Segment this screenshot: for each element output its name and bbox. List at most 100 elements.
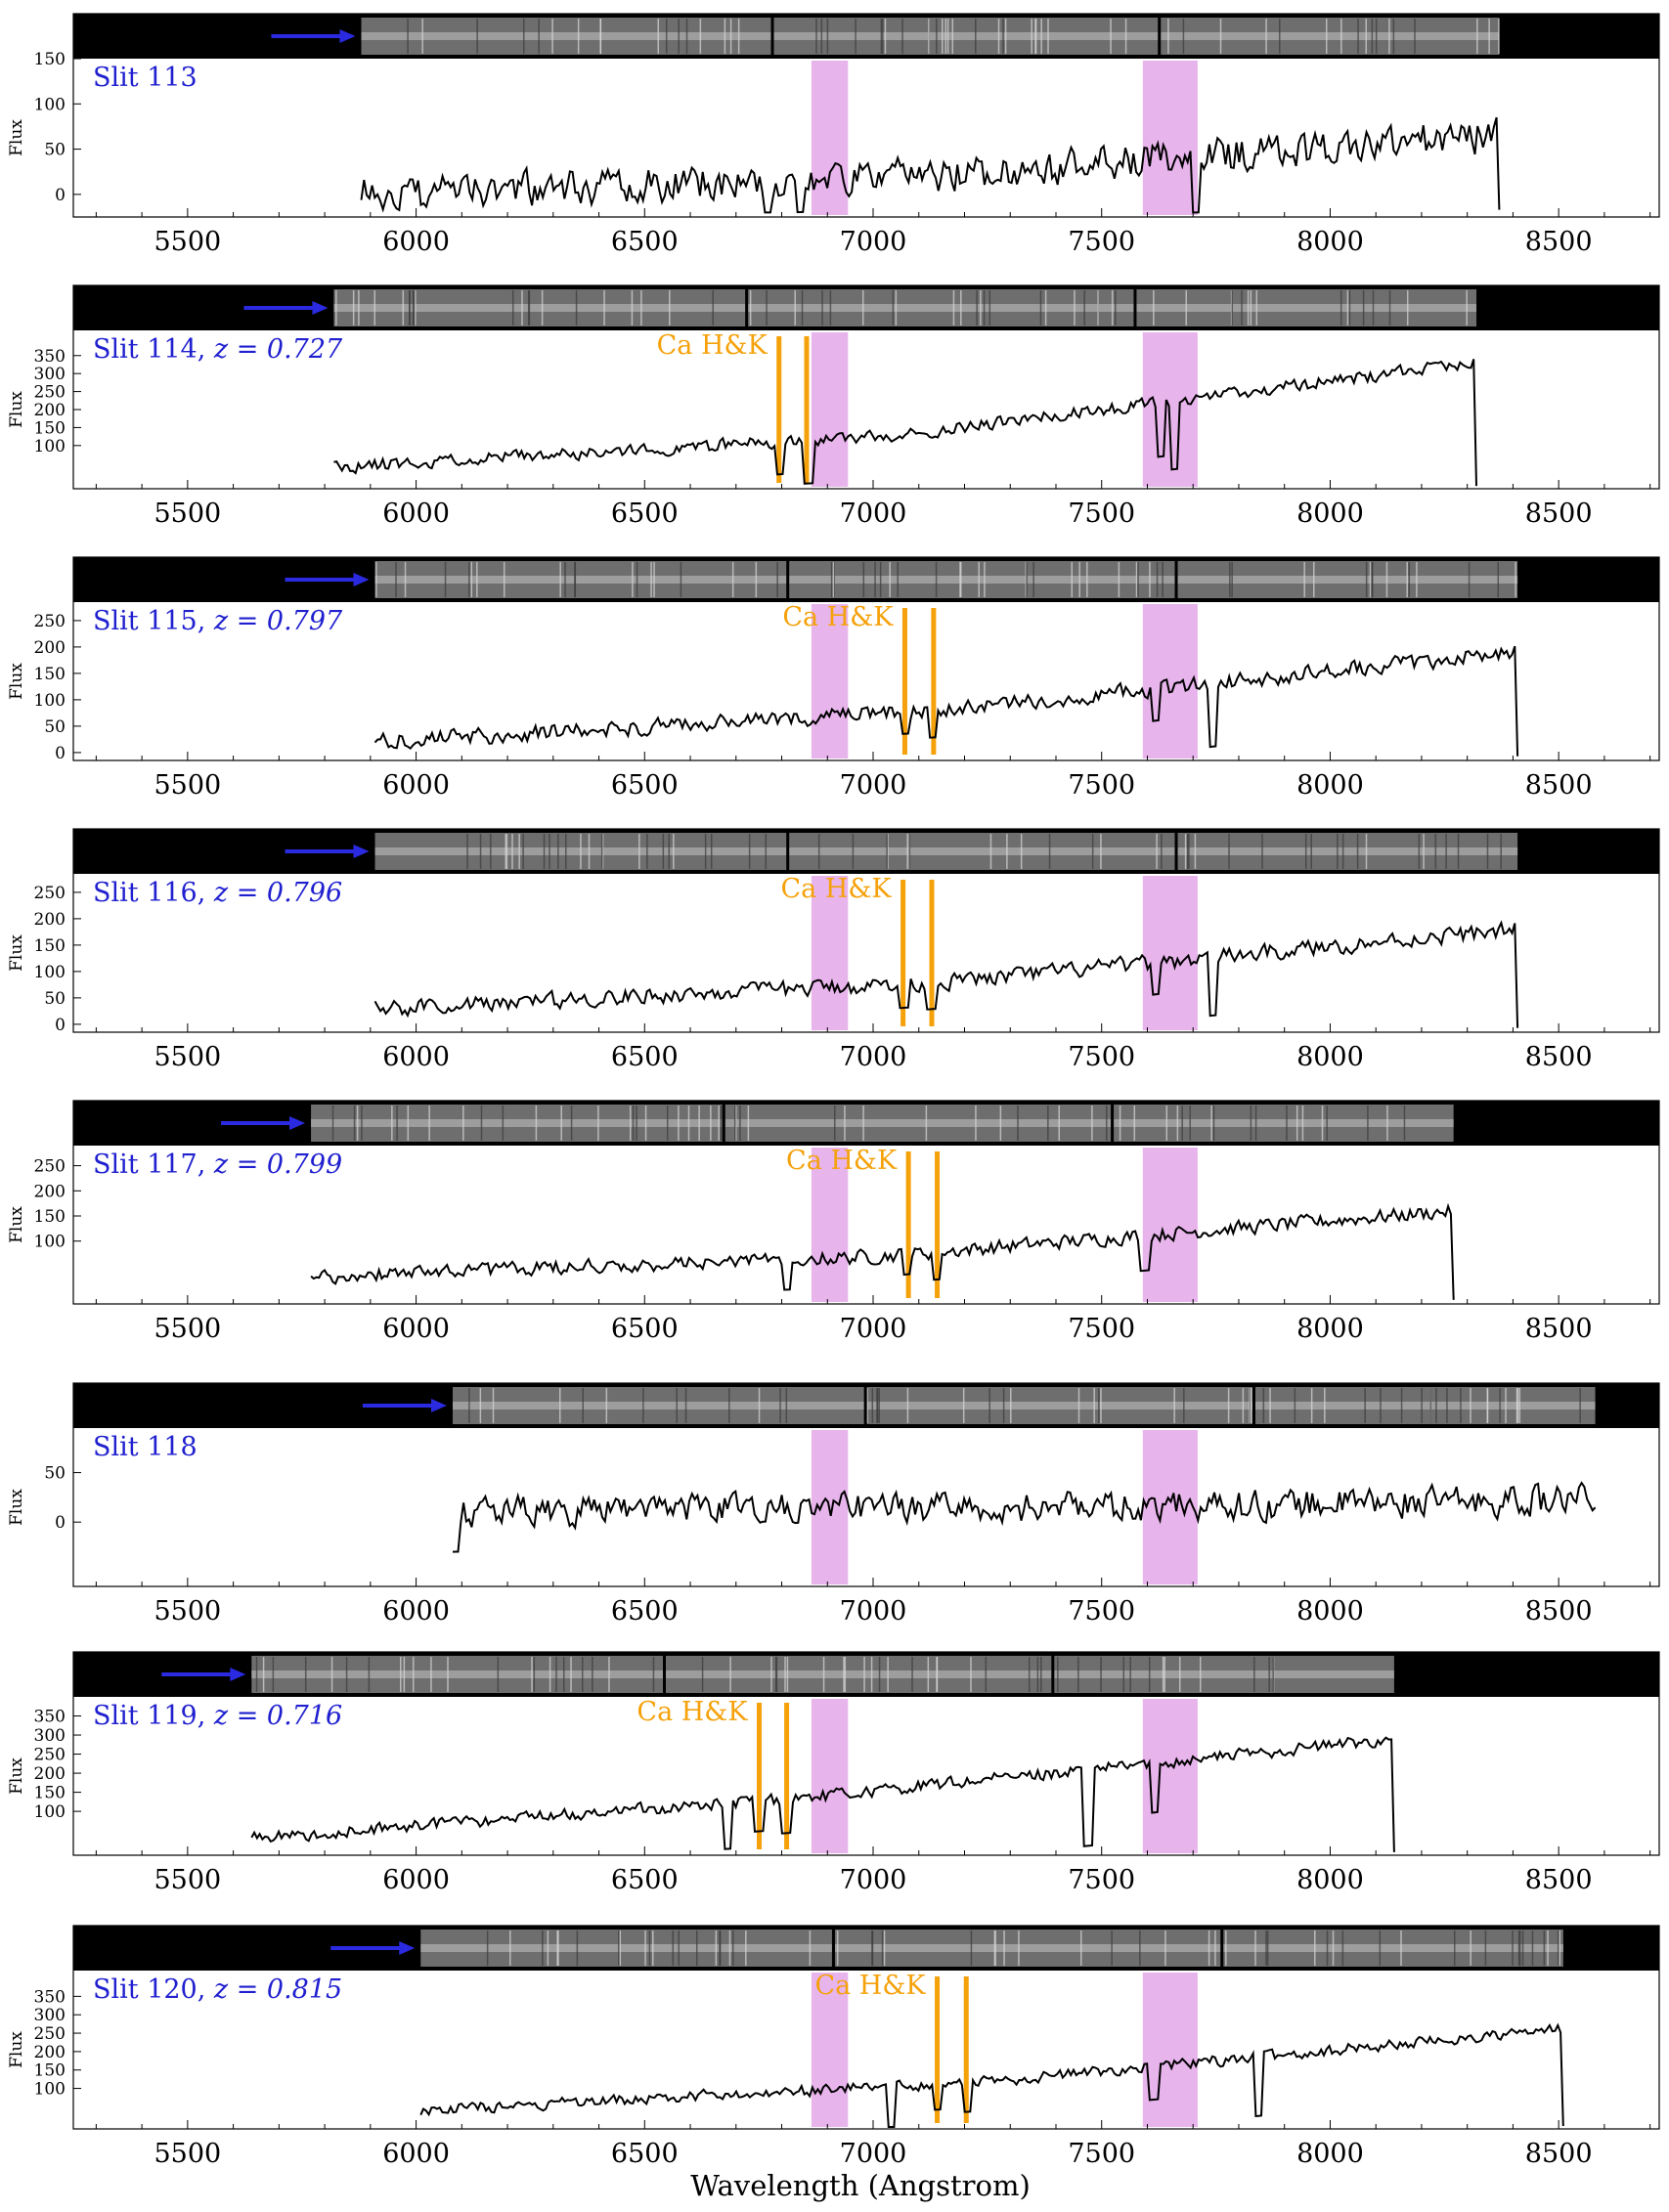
spectrum-2d-texture [994,1930,996,1966]
spectrum-2d-texture [1208,1930,1210,1966]
chip-gap [1220,1929,1224,1968]
spectrum-2d-texture [1122,1657,1125,1692]
spectrum-2d-texture [1028,1657,1031,1692]
y-tick-label: 100 [34,2080,66,2100]
spectrum-2d-texture [564,562,566,597]
spectrum-2d-texture [749,290,752,325]
slit-label: Slit 113 [93,63,198,93]
y-tick-label: 200 [34,2043,66,2062]
spectrum-2d-texture [1091,1106,1093,1141]
spectrum-2d-trace [374,576,1518,584]
spectrum-2d-texture [1250,1388,1252,1423]
spectrum-2d-texture [577,19,580,54]
x-tick-label: 8500 [1525,1865,1593,1895]
spectrum-2d-texture [925,1106,928,1141]
spectrum-2d-texture [1091,834,1094,869]
chip-gap [831,1929,835,1968]
telluric-band [811,332,849,487]
spectrum-2d-texture [1181,1106,1183,1141]
spectrum-2d-texture [492,1388,495,1423]
x-tick-label: 5500 [154,1042,221,1072]
spectrum-2d-texture [509,1930,511,1966]
spectrum-2d-texture [629,1106,632,1141]
spectrum-2d-texture [1148,1657,1151,1692]
spectrum-2d-texture [640,290,642,325]
spectrum-2d-texture [665,19,668,54]
spectrum-2d-texture [801,290,804,325]
chip-gap [1158,17,1162,56]
spectrum-2d-texture [1332,1930,1335,1966]
spectrum-2d-texture [1499,1388,1501,1423]
x-tick-label: 6500 [611,2139,679,2169]
spectrum-2d-texture [505,834,507,869]
spectrum-2d-texture [1182,19,1185,54]
x-tick-label: 7500 [1068,1596,1135,1626]
spectrum-2d-texture [1031,19,1032,54]
spectrum-2d-texture [1231,290,1234,325]
y-axis-label: Flux [7,1757,26,1795]
redshift-value: z = 0.796 [213,878,342,908]
spectrum-2d-texture [1228,834,1230,869]
chip-gap [1252,1386,1255,1425]
y-tick-label: 250 [34,383,66,403]
spectrum-panel-3: Ca H&K 5500 6000 6500 7000 7500 8000 8500 0 50 100… [7,556,1660,801]
y-axis-label: Flux [7,119,26,156]
spectrum-2d-texture [1018,1930,1020,1966]
spectrum-2d-texture [368,1657,371,1692]
x-tick-label: 7500 [1068,227,1135,257]
spectrum-2d-texture [657,19,660,54]
arrow-head [289,1116,306,1130]
spectrum-2d-texture [785,1388,788,1423]
x-tick-label: 6000 [382,1042,450,1072]
x-tick-label: 6000 [382,770,450,801]
spectrum-2d-texture [687,1106,690,1141]
y-tick-label: 250 [34,884,66,903]
spectrum-2d-texture [1460,1388,1462,1423]
spectrum-2d-texture [1034,19,1036,54]
spectrum-2d-texture [558,1388,561,1423]
spectrum-2d-texture [1254,1930,1256,1966]
spectrum-2d-texture [1500,834,1502,869]
spectrum-2d-texture [765,834,768,869]
spectrum-2d-texture [1149,562,1151,597]
spectrum-2d-texture [511,834,513,869]
slit-label: Slit 120, z = 0.815 [93,1974,342,2005]
spectrum-2d-texture [734,1106,737,1141]
spectrum-2d-texture [1093,1388,1095,1423]
spectrum-2d-texture [547,1930,549,1966]
spectrum-2d-texture [1388,19,1390,54]
spectrum-2d-texture [758,1388,761,1423]
spectrum-2d-texture [1365,562,1368,597]
spectrum-2d-texture [592,1657,593,1692]
telluric-band [1142,1430,1198,1584]
chip-gap [1111,1104,1115,1143]
spectrum-2d-texture [944,19,946,54]
spectrum-2d-texture [486,1930,489,1966]
spectrum-2d-texture [1486,834,1489,869]
arrow-head [430,1399,447,1412]
spectrum-2d-texture [1214,1930,1216,1966]
redshift-value: z = 0.815 [213,1974,342,2005]
spectrum-2d-texture [560,1106,562,1141]
spectrum-2d-texture [1559,1930,1561,1966]
y-axis-label: Flux [7,391,26,428]
x-tick-label: 8000 [1296,1042,1364,1072]
spectrum-2d-texture [1036,1657,1039,1692]
spectrum-2d-texture [1161,834,1163,869]
spectrum-2d-texture [975,19,977,54]
spectrum-2d-texture [1020,834,1023,869]
spectrum-2d-texture [673,834,675,869]
spectrum-2d-texture [570,1657,572,1692]
spectrum-2d-texture [421,19,423,54]
spectrum-2d-texture [1325,19,1328,54]
spectrum-2d-texture [470,562,473,597]
spectrum-2d-texture [415,290,417,325]
chip-gap [786,832,790,871]
spectrum-2d-texture [1098,1388,1100,1423]
x-tick-label: 7000 [840,227,907,257]
spectrum-2d-texture [883,1930,886,1966]
spectrum-2d-texture [1324,1388,1326,1423]
spectrum-2d-texture [653,562,655,597]
spectrum-2d-texture [1547,1930,1549,1966]
chip-gap [786,560,790,599]
